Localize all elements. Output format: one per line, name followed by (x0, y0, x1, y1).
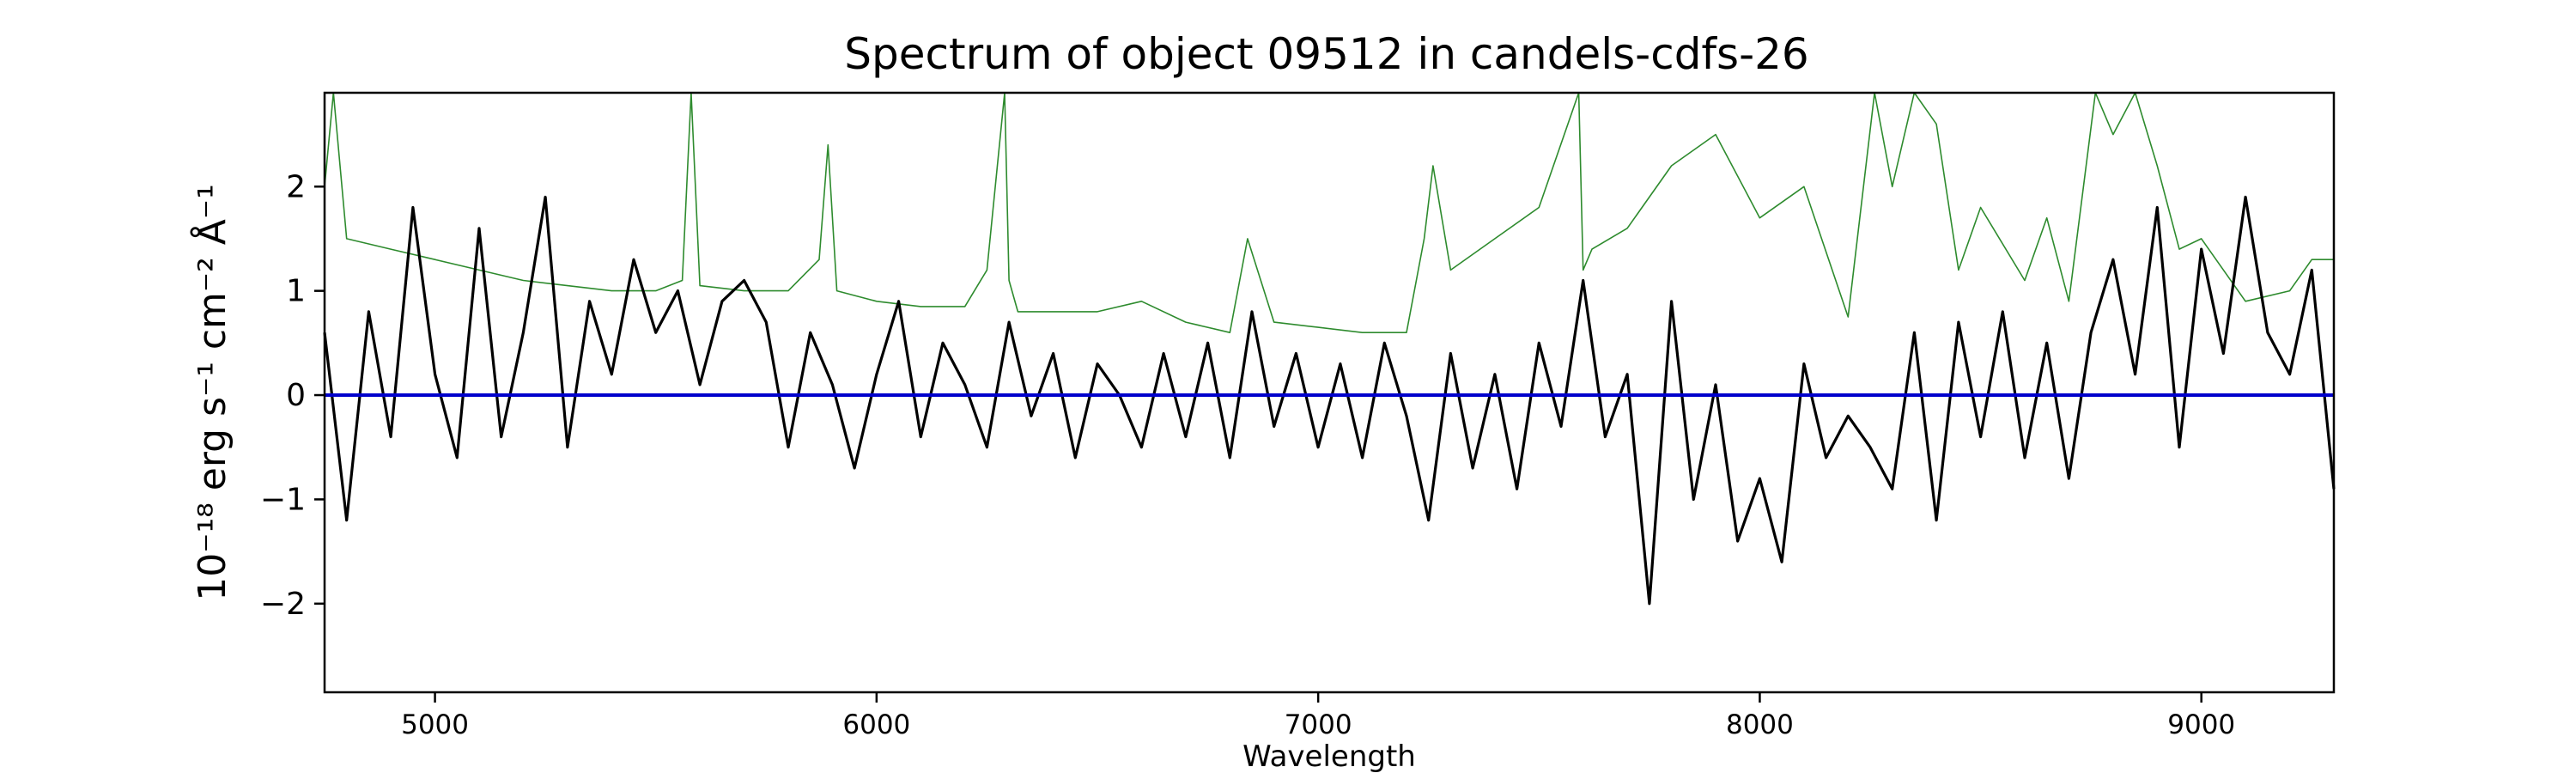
series-line-green-thin-line (324, 92, 2334, 334)
y-tick-label: 1 (286, 274, 306, 309)
y-axis-label: 10⁻¹⁸ erg s⁻¹ cm⁻² Å⁻¹ (189, 184, 234, 600)
x-tick-label: 7000 (1285, 709, 1352, 740)
y-tick-label: −1 (260, 482, 306, 517)
plot-frame (323, 91, 2336, 694)
x-axis-ticks: 5000 6000 7000 8000 9000 (401, 692, 2235, 740)
series-layer (323, 92, 2336, 606)
x-tick-label: 8000 (1726, 709, 1794, 740)
x-axis-label: Wavelength (1242, 740, 1416, 773)
series-line-black-noisy-flux (323, 195, 2336, 606)
chart-title: Spectrum of object 09512 in candels-cdfs… (844, 29, 1809, 79)
x-tick-label: 9000 (2167, 709, 2235, 740)
x-tick-label: 5000 (401, 709, 469, 740)
y-tick-label: −2 (260, 587, 306, 622)
y-tick-label: 2 (286, 169, 306, 204)
y-tick-label: 0 (286, 378, 306, 413)
x-tick-label: 6000 (842, 709, 910, 740)
y-axis-ticks: −2 −1 0 1 2 (260, 169, 325, 622)
